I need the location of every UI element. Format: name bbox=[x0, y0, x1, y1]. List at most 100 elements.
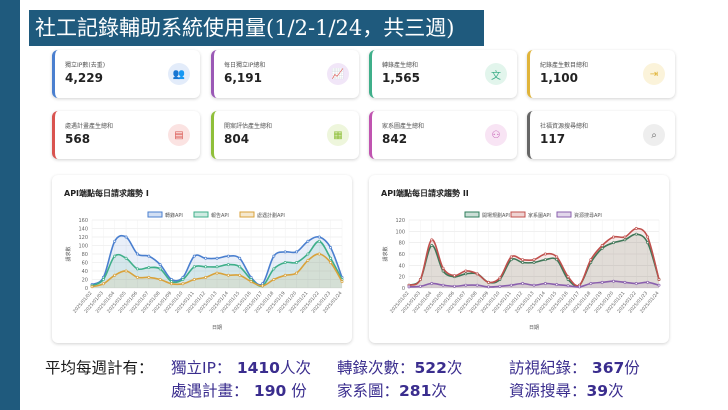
y-tick-label: 140 bbox=[78, 227, 88, 233]
data-point bbox=[272, 254, 276, 258]
stat-card-value: 4,229 bbox=[65, 71, 103, 85]
data-point bbox=[192, 265, 196, 269]
data-point bbox=[90, 285, 94, 289]
stat-card-value: 568 bbox=[65, 132, 91, 146]
data-point bbox=[509, 258, 513, 262]
stat-card-value: 117 bbox=[540, 132, 566, 146]
data-point bbox=[124, 256, 128, 260]
data-point bbox=[430, 244, 434, 247]
data-point bbox=[453, 274, 456, 277]
data-point bbox=[543, 282, 547, 285]
data-point bbox=[101, 282, 105, 286]
stat-card-label: 處遇計畫產生總和 bbox=[65, 123, 114, 130]
summary-label: 資源搜尋： bbox=[509, 382, 587, 400]
data-point bbox=[634, 227, 638, 230]
summary-value: 190 bbox=[248, 382, 287, 400]
data-point bbox=[532, 258, 536, 262]
data-point bbox=[204, 265, 208, 269]
data-point bbox=[441, 283, 445, 287]
y-tick-label: 80 bbox=[82, 252, 88, 258]
data-point bbox=[317, 252, 321, 256]
y-axis-label: 請求數 bbox=[382, 246, 389, 261]
data-point bbox=[238, 265, 242, 269]
data-point bbox=[430, 282, 434, 285]
data-point bbox=[600, 246, 604, 250]
legend-label: 轉錄API bbox=[165, 212, 183, 219]
y-tick-label: 20 bbox=[399, 275, 405, 281]
summary-item-genogram: 家系圖：281次 bbox=[337, 379, 447, 403]
data-point bbox=[306, 239, 310, 243]
stat-card-value: 804 bbox=[224, 132, 250, 146]
data-point bbox=[340, 280, 344, 284]
data-point bbox=[657, 283, 661, 287]
stat-card: 家系圖產生總和 842 ⚇ bbox=[369, 111, 517, 159]
data-point bbox=[215, 256, 219, 260]
data-point bbox=[521, 261, 525, 264]
data-point bbox=[238, 256, 242, 260]
page-title: 社工記錄輔助系統使用量(1/2-1/24，共三週) bbox=[29, 10, 485, 46]
y-tick-label: 120 bbox=[395, 218, 405, 224]
data-point bbox=[329, 261, 333, 264]
data-point bbox=[566, 278, 570, 281]
chart-title: API端點每日請求趨勢 I bbox=[64, 188, 149, 198]
summary-label: 家系圖： bbox=[337, 382, 400, 400]
summary-value: 522 bbox=[414, 359, 447, 377]
export-icon: ⇥ bbox=[643, 63, 665, 85]
data-point bbox=[215, 265, 219, 269]
data-point bbox=[555, 255, 559, 259]
chart-2: API端點每日請求趨勢 II 開場規劃API 家系圖API 資源搜尋API 0 20 40 6… bbox=[381, 188, 661, 331]
data-point bbox=[441, 269, 445, 273]
stat-card-label: 社福資源搜尋總和 bbox=[540, 123, 589, 130]
data-point bbox=[589, 258, 593, 262]
data-point bbox=[147, 254, 151, 258]
x-axis-label: 日期 bbox=[212, 325, 222, 331]
stat-card: 轉錄產生總和 1,565 文 bbox=[369, 50, 517, 98]
data-point bbox=[487, 280, 490, 284]
data-point bbox=[192, 278, 196, 281]
summary-unit: 次 bbox=[431, 382, 447, 400]
data-point bbox=[566, 284, 570, 288]
y-tick-label: 160 bbox=[78, 218, 88, 224]
summary-label: 處遇計畫： bbox=[171, 382, 249, 400]
stat-card-label: 獨立IP數(去重) bbox=[65, 62, 106, 69]
data-point bbox=[418, 278, 422, 281]
legend-swatch bbox=[464, 211, 480, 218]
data-point bbox=[272, 267, 276, 271]
summary-unit: 人次 bbox=[279, 359, 311, 377]
data-point bbox=[464, 283, 468, 287]
data-point bbox=[418, 284, 422, 288]
data-point bbox=[113, 254, 117, 258]
legend-label: 家系圖API bbox=[528, 212, 551, 219]
data-point bbox=[272, 278, 276, 281]
data-point bbox=[430, 238, 434, 242]
data-point bbox=[283, 250, 287, 254]
data-point bbox=[612, 235, 615, 239]
stat-card-value: 842 bbox=[382, 132, 408, 146]
data-point bbox=[646, 235, 650, 239]
summary-item-transcribe: 轉錄次數：522次 bbox=[337, 356, 462, 380]
data-point bbox=[181, 282, 185, 286]
stat-card-value: 1,565 bbox=[382, 71, 420, 85]
grid-icon: ▦ bbox=[327, 124, 349, 146]
summary-lead: 平均每週計有： bbox=[45, 359, 154, 377]
data-point bbox=[600, 280, 604, 284]
data-point bbox=[329, 256, 333, 260]
chart-icon: 📈 bbox=[327, 63, 349, 85]
data-point bbox=[543, 258, 547, 262]
data-point bbox=[238, 273, 242, 277]
data-point bbox=[147, 266, 151, 270]
translate-icon: 文 bbox=[485, 63, 507, 85]
stat-card: 獨立IP數(去重) 4,229 👥 bbox=[52, 50, 200, 98]
chart-1: API端點每日請求趨勢 I 轉錄API 報告API 處遇計劃API 0 20 40 60 80 1… bbox=[64, 188, 344, 331]
data-point bbox=[113, 239, 117, 243]
stat-card-label: 紀錄產生數目總和 bbox=[540, 62, 589, 69]
summary-value: 281 bbox=[399, 382, 432, 400]
people-icon: 👥 bbox=[168, 63, 190, 85]
data-point bbox=[295, 271, 298, 275]
data-point bbox=[407, 285, 411, 289]
data-point bbox=[555, 283, 559, 287]
chart-panel-1: API端點每日請求趨勢 I 轉錄API 報告API 處遇計劃API 0 20 40 60 80 1… bbox=[52, 175, 352, 343]
summary-value: 39 bbox=[586, 382, 609, 400]
y-tick-label: 40 bbox=[82, 269, 88, 275]
series-area-0 bbox=[92, 235, 342, 288]
